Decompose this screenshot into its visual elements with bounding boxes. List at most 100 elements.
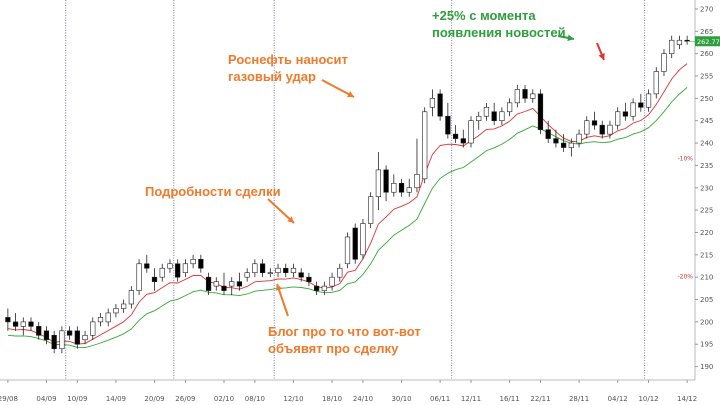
y-tick-label: 245 [700, 117, 713, 125]
candle-body [151, 276, 158, 282]
x-tick-label: 12/11 [461, 395, 481, 403]
candle-body [491, 111, 497, 122]
candle-body [468, 120, 474, 144]
annotation-blog: объявят про сделку [268, 341, 399, 356]
candle-body [213, 281, 219, 287]
candle-body [136, 263, 142, 291]
candle-body [514, 89, 520, 104]
level-label: -10% [677, 156, 693, 163]
candle-body [584, 120, 590, 135]
annotation-rosneft: газовый удар [228, 69, 316, 84]
candle-body [182, 263, 189, 274]
candle-body [236, 281, 243, 287]
candle-body [275, 267, 281, 274]
candle-body [615, 111, 621, 126]
y-tick-label: 250 [700, 95, 713, 103]
x-tick-label: 24/10 [353, 395, 373, 403]
candle-body [545, 129, 551, 139]
candle-body [669, 39, 675, 54]
candle-body [128, 290, 134, 305]
period-separators [65, 0, 646, 380]
x-tick-label: 29/08 [0, 395, 18, 403]
y-tick-label: 270 [700, 5, 713, 13]
level-label: -20% [677, 273, 693, 280]
candle-body [553, 138, 559, 144]
annotation-deal: Подробности сделки [145, 184, 281, 199]
candle-body [290, 267, 297, 274]
arrow-rosneft-head [347, 91, 354, 98]
x-tick-label: 30/10 [391, 395, 411, 403]
x-tick-label: 26/09 [175, 395, 195, 403]
candle-body [43, 330, 50, 341]
last-price-label: 262.77 [697, 38, 720, 46]
candle-body [244, 272, 250, 278]
candle-body [229, 281, 235, 287]
x-tick-label: 14/09 [106, 395, 126, 403]
candle-body [59, 330, 65, 350]
y-tick-label: 240 [700, 140, 713, 148]
candle-body [630, 102, 636, 117]
x-tick-label: 08/10 [245, 395, 265, 403]
candle-body [159, 267, 165, 278]
candle-body [576, 133, 582, 144]
candle-body [375, 169, 381, 198]
y-tick-label: 230 [700, 184, 713, 192]
candle-body [321, 285, 327, 291]
candle-body [344, 236, 351, 265]
candle-body [66, 330, 73, 336]
x-tick-label: 22/11 [530, 395, 550, 403]
candle-body [406, 187, 412, 193]
annotation-rosneft: Роснефть наносит [228, 52, 348, 67]
y-tick-label: 210 [700, 274, 713, 282]
candle-body [383, 169, 389, 193]
y-tick-label: 220 [700, 229, 713, 237]
y-tick-label: 205 [700, 296, 713, 304]
annotation-news: +25% с момента [432, 8, 536, 23]
candle-body [414, 174, 420, 189]
candle-body [329, 276, 335, 287]
candle-body [190, 258, 196, 265]
annotations: +25% с момента появления новостей Роснефть… [145, 8, 605, 356]
candle-body [306, 276, 312, 282]
candle-body [74, 330, 80, 345]
candle-body [20, 321, 26, 327]
ma-fast-line [7, 63, 688, 345]
y-axis: 190 195 200 205 210 215 220 225 230 235 240 245 250 2… [687, 5, 720, 371]
x-tick-label: 06/11 [430, 395, 450, 403]
last-price-tag [695, 36, 720, 47]
candle-body [607, 124, 613, 135]
candle-body [506, 102, 513, 113]
candle-body [429, 98, 436, 108]
x-tick-label: 10/12 [638, 395, 658, 403]
candle-body [314, 285, 320, 291]
x-tick-label: 18/10 [322, 395, 342, 403]
y-tick-label: 225 [700, 207, 713, 215]
candle-body [638, 102, 644, 108]
candle-body [437, 93, 443, 117]
candle-body [337, 267, 343, 278]
x-tick-label: 02/10 [214, 395, 234, 403]
y-tick-label: 215 [700, 251, 713, 259]
candle-body [445, 115, 451, 135]
y-tick-label: 235 [700, 162, 713, 170]
annotation-news: появления новостей [432, 25, 566, 40]
candle-body [205, 276, 212, 291]
candle-body [561, 142, 567, 148]
candle-body [368, 196, 374, 224]
annotation-blog: Блог про то что вот-вот [268, 324, 421, 339]
arrow-blog-head [275, 284, 283, 291]
candles [5, 35, 690, 354]
candle-body [360, 223, 366, 256]
candle-body [599, 124, 605, 135]
x-tick-label: 10/09 [67, 395, 87, 403]
candle-body [221, 285, 227, 291]
candle-body [90, 321, 96, 336]
candle-body [82, 334, 88, 341]
candle-body [252, 263, 258, 274]
candle-body [591, 120, 598, 126]
horizontal-levels: -10% -20% [677, 156, 693, 281]
y-tick-label: 190 [700, 363, 713, 371]
x-tick-label: 20/09 [144, 395, 164, 403]
x-tick-label: 04/12 [608, 395, 628, 403]
candle-body [167, 263, 173, 269]
